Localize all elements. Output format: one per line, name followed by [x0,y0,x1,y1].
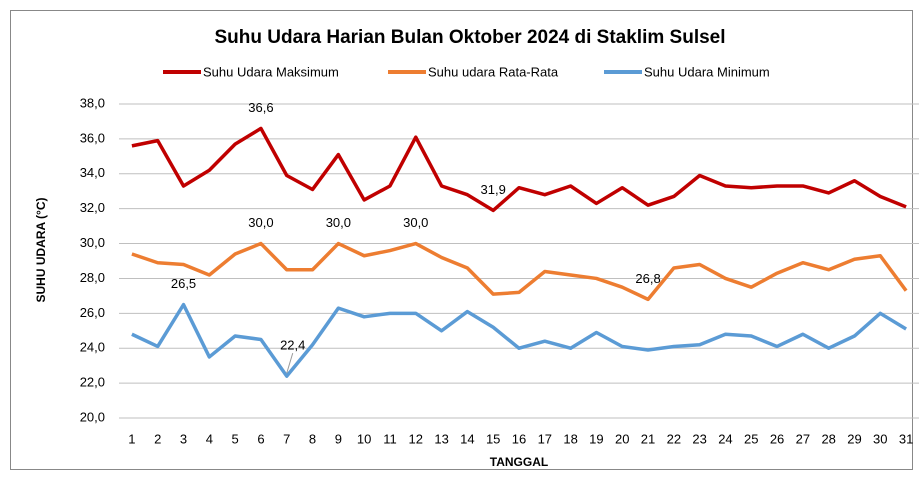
x-tick-label: 27 [796,431,810,446]
x-tick-label: 10 [357,431,371,446]
x-tick-label: 11 [383,431,397,446]
x-tick-label: 5 [232,431,239,446]
x-tick-label: 12 [409,431,423,446]
y-tick-label: 32,0 [80,200,105,215]
data-label: 31,9 [481,182,506,197]
data-label: 36,6 [248,100,273,115]
label-leader [286,352,294,374]
y-tick-label: 30,0 [80,235,105,250]
y-tick-label: 24,0 [80,340,105,355]
legend-label: Suhu udara Rata-Rata [428,64,559,79]
x-tick-label: 8 [309,431,316,446]
chart-frame [10,10,913,470]
line-series [131,241,908,302]
x-tick-label: 30 [873,431,887,446]
data-label: 26,5 [171,276,196,291]
x-tick-label: 31 [899,431,913,446]
y-tick-label: 38,0 [80,95,105,110]
line-series [131,126,907,213]
y-tick-label: 22,0 [80,375,105,390]
y-tick-label: 34,0 [80,165,105,180]
x-tick-label: 18 [563,431,577,446]
x-tick-label: 15 [486,431,500,446]
data-label: 30,0 [248,215,273,230]
x-tick-label: 20 [615,431,629,446]
x-tick-label: 28 [821,431,835,446]
x-tick-label: 16 [512,431,526,446]
x-tick-label: 21 [641,431,655,446]
x-tick-label: 1 [128,431,135,446]
y-tick-label: 28,0 [80,270,105,285]
legend-label: Suhu Udara Maksimum [203,64,339,79]
y-tick-label: 20,0 [80,409,105,424]
x-tick-label: 26 [770,431,784,446]
x-tick-label: 17 [538,431,552,446]
data-label: 30,0 [326,215,351,230]
x-tick-label: 24 [718,431,732,446]
chart-title: Suhu Udara Harian Bulan Oktober 2024 di … [214,27,725,48]
x-tick-label: 6 [257,431,264,446]
data-label: 30,0 [403,215,428,230]
legend-label: Suhu Udara Minimum [644,64,770,79]
data-label: 26,8 [635,271,660,286]
x-tick-label: 7 [283,431,290,446]
data-label: 22,4 [280,338,305,353]
x-tick-label: 29 [847,431,861,446]
y-tick-label: 26,0 [80,305,105,320]
x-tick-label: 9 [335,431,342,446]
x-tick-label: 2 [154,431,161,446]
y-axis-label: SUHU UDARA (°C) [34,197,48,302]
x-tick-label: 14 [460,431,474,446]
x-tick-label: 3 [180,431,187,446]
x-tick-label: 23 [692,431,706,446]
x-tick-label: 25 [744,431,758,446]
x-axis-label: TANGGAL [490,455,548,469]
x-tick-label: 4 [206,431,213,446]
line-series [131,302,908,378]
y-tick-label: 36,0 [80,130,105,145]
x-tick-label: 19 [589,431,603,446]
x-tick-label: 13 [434,431,448,446]
x-tick-label: 22 [667,431,681,446]
